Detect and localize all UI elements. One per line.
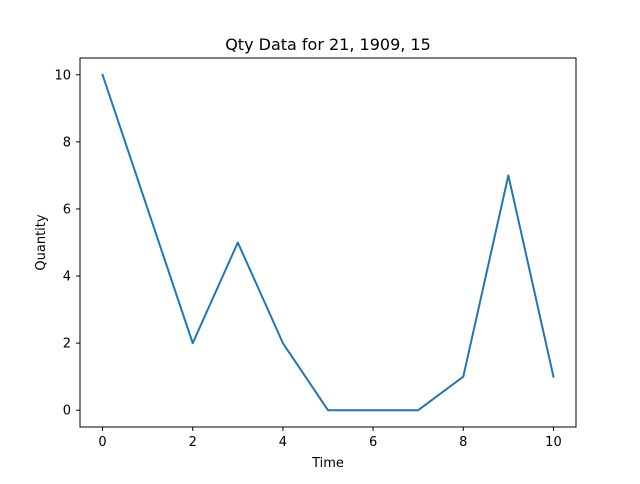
x-axis-ticks: 0 2 4 6 8 10 bbox=[98, 427, 562, 450]
series-line bbox=[101, 73, 555, 412]
x-axis-label: Time bbox=[311, 456, 344, 471]
x-tick-label: 8 bbox=[459, 435, 467, 450]
x-tick-label: 2 bbox=[189, 435, 197, 450]
x-tick-label: 0 bbox=[98, 435, 106, 450]
x-tick-label: 6 bbox=[369, 435, 377, 450]
x-tick-label: 10 bbox=[545, 435, 562, 450]
x-tick-label: 4 bbox=[279, 435, 287, 450]
series-layer bbox=[101, 73, 555, 412]
y-tick-label: 8 bbox=[63, 135, 71, 150]
plot-area bbox=[80, 58, 576, 427]
y-tick-label: 6 bbox=[63, 202, 71, 217]
y-tick-label: 10 bbox=[54, 68, 71, 83]
chart-title: Qty Data for 21, 1909, 15 bbox=[225, 35, 431, 54]
plot-frame bbox=[79, 57, 577, 428]
y-tick-label: 0 bbox=[63, 404, 71, 419]
y-axis-ticks: 0 2 4 6 8 10 bbox=[54, 68, 80, 419]
y-axis-label: Quantity bbox=[34, 214, 49, 270]
y-tick-label: 4 bbox=[63, 270, 71, 285]
y-tick-label: 2 bbox=[63, 337, 71, 352]
